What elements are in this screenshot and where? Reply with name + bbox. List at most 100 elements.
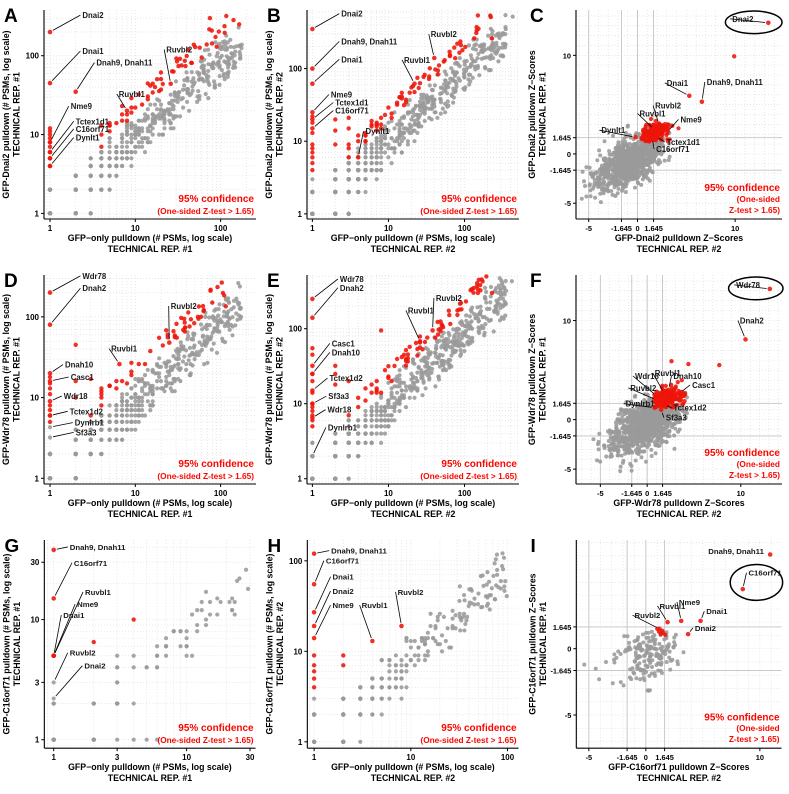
data-point (346, 413, 351, 418)
data-point (446, 357, 451, 362)
data-point (47, 132, 53, 137)
data-point (470, 46, 476, 51)
data-point (160, 81, 165, 87)
x-axis-title: GFP−only pulldown (# PSMs, log scale) (68, 233, 233, 243)
data-point (157, 132, 162, 137)
x-tick-label: 100 (458, 489, 472, 498)
data-point (363, 177, 368, 182)
data-point (399, 130, 404, 135)
data-point (346, 126, 351, 131)
data-point (180, 96, 185, 101)
data-point (621, 184, 626, 189)
data-point (467, 314, 472, 319)
data-point (129, 369, 134, 374)
data-point (579, 196, 584, 201)
data-point (499, 278, 504, 283)
data-point (107, 403, 112, 408)
panel-letter: B (267, 6, 281, 27)
data-point (598, 200, 603, 205)
data-point (453, 56, 458, 61)
data-point (140, 118, 145, 123)
data-point (644, 132, 649, 137)
data-point (485, 306, 490, 311)
data-point (129, 413, 134, 418)
data-point (222, 39, 227, 44)
data-point (196, 304, 202, 309)
data-point (310, 126, 315, 131)
data-point (648, 116, 654, 122)
data-point (644, 151, 648, 155)
data-point (456, 76, 461, 81)
y-axis-title: TECHNICAL REP. #1 (538, 72, 548, 157)
data-point (185, 99, 190, 104)
grey-points (47, 25, 244, 216)
data-point (605, 174, 610, 179)
data-point (496, 283, 501, 288)
data-point (495, 290, 501, 295)
label-leader-line (702, 81, 706, 99)
data-point (225, 319, 230, 324)
red-points (732, 54, 737, 59)
x-tick-label: 100 (214, 489, 228, 498)
y-axis-title: TECHNICAL REP. #1 (12, 72, 22, 157)
data-point (157, 112, 162, 117)
confidence-note: 95% confidence (441, 194, 517, 205)
panel-E: Wdr78 Dnah2 Ruvbl2 Ruvbl1 Casc1 Dnah10 Tctex1d… (263, 265, 526, 530)
label-leader-line (77, 62, 95, 90)
data-point (382, 136, 388, 141)
gene-label: Tctex1d1 (335, 99, 369, 108)
data-point (613, 160, 618, 165)
data-point (185, 76, 190, 81)
data-point (152, 84, 158, 90)
gene-label: Sf3a3 (328, 392, 349, 401)
confidence-note: (One-sided Z-test > 1.65) (157, 206, 254, 216)
labeled-grey-points (310, 454, 315, 459)
data-point (479, 277, 484, 282)
data-point (202, 48, 207, 53)
data-point (133, 408, 138, 413)
data-point (462, 59, 467, 64)
data-point (129, 163, 134, 169)
data-point (180, 346, 185, 351)
data-point (649, 447, 654, 452)
data-point (211, 341, 216, 346)
data-point (129, 419, 134, 424)
data-point (120, 163, 125, 169)
data-point (412, 81, 417, 86)
gene-label: Dnah9, Dnah11 (96, 59, 153, 68)
data-point (386, 375, 391, 381)
data-point (440, 325, 446, 330)
data-point (488, 56, 493, 62)
data-point (443, 78, 448, 83)
data-point (646, 129, 651, 134)
data-point (310, 296, 315, 302)
data-point (416, 364, 421, 369)
data-point (634, 163, 639, 168)
data-point (438, 96, 443, 101)
data-point (173, 79, 179, 84)
gene-label: Dnah10 (65, 361, 94, 370)
data-point (47, 290, 53, 295)
gene-label: Ruvbl1 (404, 56, 431, 65)
data-point (374, 122, 379, 127)
data-point (412, 386, 417, 391)
data-point (136, 419, 141, 424)
gene-label: Wdr78 (340, 275, 364, 284)
data-point (482, 314, 487, 320)
data-point (142, 373, 148, 378)
data-point (407, 344, 412, 349)
label-leader-line (51, 121, 75, 150)
data-point (481, 43, 487, 48)
data-point (356, 139, 361, 144)
data-point (206, 47, 211, 52)
data-point (73, 395, 78, 400)
data-point (489, 48, 494, 53)
label-leader-line (669, 119, 679, 130)
data-point (346, 155, 351, 160)
data-point (476, 318, 481, 323)
data-point (389, 146, 394, 151)
data-point (654, 146, 659, 151)
data-point (310, 110, 315, 115)
